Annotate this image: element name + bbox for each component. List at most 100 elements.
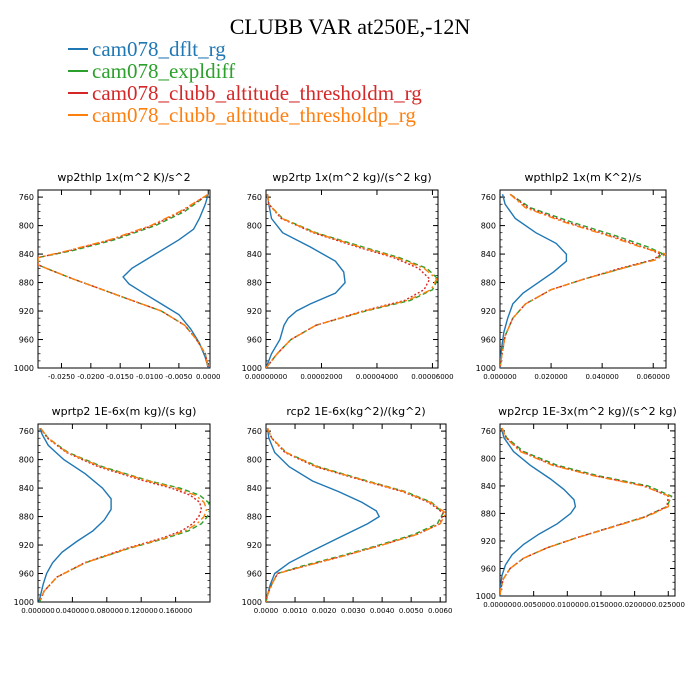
y-tick-label: 880 xyxy=(19,513,34,522)
y-tick-label: 1000 xyxy=(476,364,496,373)
series-line xyxy=(266,428,446,602)
x-tick-label: 0.000000 xyxy=(483,373,516,381)
x-tick-label: 0.000000 xyxy=(483,601,516,609)
legend-swatch xyxy=(68,70,88,72)
figure-title: CLUBB VAR at250E,-12N xyxy=(229,14,471,39)
y-tick-label: 920 xyxy=(481,537,496,546)
legend-swatch xyxy=(68,92,88,94)
y-tick-label: 840 xyxy=(19,250,34,259)
series-line xyxy=(38,193,209,368)
y-tick-label: 960 xyxy=(247,336,262,345)
plot-frame xyxy=(37,189,211,369)
y-tick-label: 1000 xyxy=(14,364,34,373)
chart-panel: rcp2 1E-6x(kg^2)/(kg^2) 760 800 840 880 920 96… xyxy=(242,405,453,615)
legend: cam078_dflt_rg cam078_expldiff cam078_cl… xyxy=(68,38,422,126)
series-line xyxy=(122,194,209,368)
x-tick-label: 0.0000 xyxy=(254,607,279,615)
series-line xyxy=(266,194,438,368)
series-line xyxy=(38,193,209,368)
plot-frame xyxy=(499,189,667,369)
x-tick-label: 0.040000 xyxy=(56,607,89,615)
y-tick-label: 1000 xyxy=(242,598,262,607)
x-tick-label: 0.160000 xyxy=(159,607,192,615)
y-tick-label: 880 xyxy=(247,279,262,288)
x-tick-label: 0.00000000 xyxy=(245,373,287,381)
y-tick-label: 800 xyxy=(247,222,262,231)
series-line xyxy=(500,427,671,596)
y-tick-label: 920 xyxy=(247,541,262,550)
series-line xyxy=(500,193,666,368)
series-line xyxy=(39,427,208,602)
x-tick-label: 0.0010 xyxy=(283,607,308,615)
y-tick-label: 800 xyxy=(19,456,34,465)
y-tick-label: 920 xyxy=(19,307,34,316)
y-tick-label: 840 xyxy=(247,250,262,259)
y-tick-label: 960 xyxy=(247,570,262,579)
x-tick-label: 0.060000 xyxy=(637,373,670,381)
chart-panel: wp2thlp 1x(m^2 K)/s^2 760 800 840 880 920 960 1… xyxy=(14,171,221,381)
x-tick-label: 0.020000 xyxy=(618,601,651,609)
series-line xyxy=(38,428,112,602)
series-line xyxy=(500,193,663,368)
y-tick-label: 880 xyxy=(247,513,262,522)
y-tick-label: 800 xyxy=(247,456,262,465)
x-tick-label: 0.0030 xyxy=(341,607,366,615)
x-tick-label: 0.040000 xyxy=(585,373,618,381)
series-line xyxy=(266,428,444,602)
legend-item: cam078_dflt_rg xyxy=(68,38,422,60)
panel-title: wprtp2 1E-6x(m kg)/(s kg) xyxy=(52,405,197,418)
x-tick-label: 0.020000 xyxy=(534,373,567,381)
y-tick-label: 800 xyxy=(481,454,496,463)
y-tick-label: 960 xyxy=(19,336,34,345)
series-line xyxy=(500,193,665,368)
x-tick-label: 0.080000 xyxy=(90,607,123,615)
legend-swatch xyxy=(68,114,88,116)
panel-title: wp2thlp 1x(m^2 K)/s^2 xyxy=(57,171,190,184)
series-line xyxy=(38,193,209,368)
x-tick-label: 0.000000 xyxy=(21,607,54,615)
y-tick-label: 960 xyxy=(19,570,34,579)
x-tick-label: -0.0100 xyxy=(136,373,163,381)
legend-item: cam078_expldiff xyxy=(68,60,422,82)
legend-item: cam078_clubb_altitude_thresholdp_rg xyxy=(68,104,422,126)
y-tick-label: 760 xyxy=(19,427,34,436)
y-tick-label: 880 xyxy=(481,509,496,518)
x-tick-label: 0.00006000 xyxy=(411,373,453,381)
y-tick-label: 760 xyxy=(19,193,34,202)
y-tick-label: 840 xyxy=(481,250,496,259)
x-tick-label: -0.0250 xyxy=(48,373,75,381)
plot-frame xyxy=(499,423,676,597)
panel-title: rcp2 1E-6x(kg^2)/(kg^2) xyxy=(286,405,425,418)
panel-title: wpthlp2 1x(m K^2)/s xyxy=(525,171,642,184)
plot-frame xyxy=(265,423,447,603)
series-line xyxy=(39,427,210,602)
legend-item: cam078_clubb_altitude_thresholdm_rg xyxy=(68,82,422,104)
panel-title: wp2rtp 1x(m^2 kg)/(s^2 kg) xyxy=(272,171,431,184)
x-tick-label: -0.0050 xyxy=(165,373,192,381)
x-tick-label: 0.0000 xyxy=(196,373,221,381)
y-tick-label: 920 xyxy=(19,541,34,550)
y-tick-label: 800 xyxy=(19,222,34,231)
y-tick-label: 1000 xyxy=(476,592,496,601)
y-tick-label: 880 xyxy=(19,279,34,288)
series-line xyxy=(266,194,346,368)
legend-label: cam078_clubb_altitude_thresholdm_rg xyxy=(92,81,422,105)
chart-panel: wp2rtp 1x(m^2 kg)/(s^2 kg) 760 800 840 880 92… xyxy=(242,171,454,381)
series-line xyxy=(266,194,438,368)
x-tick-label: 0.010000 xyxy=(551,601,584,609)
chart-panel: wprtp2 1E-6x(m kg)/(s kg) 760 800 840 880 920… xyxy=(14,405,211,615)
series-line xyxy=(266,194,431,368)
y-tick-label: 800 xyxy=(481,222,496,231)
x-tick-label: 0.0040 xyxy=(370,607,395,615)
y-tick-label: 840 xyxy=(247,484,262,493)
y-tick-label: 760 xyxy=(247,427,262,436)
y-tick-label: 960 xyxy=(481,564,496,573)
y-tick-label: 920 xyxy=(481,307,496,316)
x-tick-label: 0.0020 xyxy=(312,607,337,615)
legend-swatch xyxy=(68,48,88,50)
y-tick-label: 880 xyxy=(481,279,496,288)
series-line xyxy=(500,427,670,596)
x-tick-label: 0.0050 xyxy=(399,607,424,615)
x-tick-label: 0.015000 xyxy=(584,601,617,609)
